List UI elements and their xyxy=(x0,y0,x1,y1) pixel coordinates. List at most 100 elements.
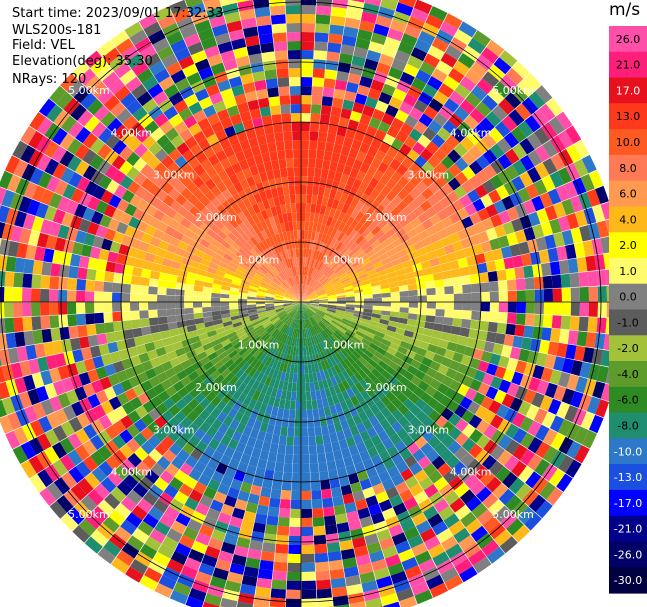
velocity-gate xyxy=(191,217,203,228)
velocity-gate xyxy=(424,535,441,551)
velocity-gate xyxy=(147,434,161,449)
velocity-gate xyxy=(305,309,311,318)
velocity-gate xyxy=(376,327,387,335)
velocity-gate xyxy=(142,334,154,344)
velocity-gate xyxy=(452,240,464,252)
velocity-gate xyxy=(301,580,317,590)
velocity-gate xyxy=(224,273,234,280)
velocity-gate xyxy=(333,504,346,516)
velocity-gate xyxy=(13,427,29,445)
velocity-gate xyxy=(376,62,391,75)
velocity-gate xyxy=(282,260,288,270)
velocity-gate xyxy=(295,284,299,294)
velocity-gate xyxy=(317,186,326,197)
velocity-gate xyxy=(120,379,133,392)
velocity-gate xyxy=(361,365,371,376)
velocity-gate xyxy=(555,184,570,202)
velocity-gate xyxy=(280,282,289,290)
velocity-gate xyxy=(306,276,311,286)
velocity-gate xyxy=(228,218,239,229)
velocity-gate xyxy=(40,275,51,289)
velocity-gate xyxy=(238,310,249,316)
velocity-gate xyxy=(296,373,301,384)
velocity-gate xyxy=(261,441,272,452)
velocity-gate xyxy=(472,348,484,360)
velocity-gate xyxy=(366,165,378,178)
velocity-gate xyxy=(242,82,256,94)
velocity-gate xyxy=(75,160,90,176)
velocity-gate xyxy=(105,455,121,471)
velocity-gate xyxy=(283,303,293,307)
velocity-gate xyxy=(386,190,398,202)
velocity-gate xyxy=(470,525,488,542)
velocity-gate xyxy=(159,120,174,135)
velocity-gate xyxy=(283,304,293,308)
velocity-gate xyxy=(246,436,257,448)
velocity-gate xyxy=(36,154,52,172)
velocity-gate xyxy=(289,409,296,419)
velocity-gate xyxy=(415,520,432,535)
velocity-gate xyxy=(433,371,446,383)
velocity-gate xyxy=(242,425,253,437)
velocity-gate xyxy=(331,333,340,343)
velocity-gate xyxy=(498,488,515,506)
velocity-gate xyxy=(471,283,481,293)
velocity-gate xyxy=(288,318,294,327)
velocity-gate xyxy=(224,358,235,369)
velocity-gate xyxy=(139,310,149,319)
velocity-gate xyxy=(385,266,396,274)
velocity-gate xyxy=(494,366,507,379)
velocity-gate xyxy=(82,165,97,181)
velocity-gate xyxy=(374,129,387,142)
velocity-gate xyxy=(259,402,268,414)
velocity-gate xyxy=(217,483,230,496)
velocity-gate xyxy=(420,391,433,404)
velocity-gate xyxy=(230,283,241,289)
velocity-gate xyxy=(297,302,301,311)
velocity-gate xyxy=(250,62,264,74)
velocity-gate xyxy=(359,378,369,390)
velocity-gate xyxy=(284,316,291,324)
velocity-gate xyxy=(198,96,213,110)
velocity-gate xyxy=(480,47,499,64)
velocity-gate xyxy=(301,355,305,365)
velocity-gate xyxy=(343,358,352,368)
velocity-gate xyxy=(383,261,394,270)
velocity-gate xyxy=(462,423,476,438)
velocity-gate xyxy=(549,415,565,433)
velocity-gate xyxy=(421,374,434,386)
velocity-gate xyxy=(316,588,332,599)
velocity-gate xyxy=(346,8,363,21)
velocity-gate xyxy=(65,200,79,215)
velocity-gate xyxy=(199,238,211,248)
velocity-gate xyxy=(281,270,288,280)
velocity-gate xyxy=(301,149,309,159)
velocity-gate xyxy=(149,324,161,334)
velocity-gate xyxy=(288,267,293,277)
velocity-gate xyxy=(318,293,328,298)
velocity-gate xyxy=(186,324,197,333)
velocity-gate xyxy=(373,351,384,360)
velocity-gate xyxy=(175,308,185,316)
velocity-gate xyxy=(345,304,355,308)
velocity-gate xyxy=(60,513,79,532)
velocity-gate xyxy=(307,276,312,286)
velocity-gate xyxy=(308,292,317,298)
velocity-gate xyxy=(453,293,464,302)
velocity-gate xyxy=(433,148,448,162)
velocity-gate xyxy=(284,294,293,299)
velocity-gate xyxy=(295,319,299,329)
velocity-gate xyxy=(201,302,212,308)
velocity-gate xyxy=(237,211,247,222)
velocity-gate xyxy=(294,176,301,186)
velocity-gate xyxy=(237,0,254,12)
velocity-gate xyxy=(103,281,113,293)
velocity-gate xyxy=(201,36,217,50)
velocity-gate xyxy=(308,336,313,346)
velocity-gate xyxy=(363,334,374,343)
velocity-gate xyxy=(371,368,382,379)
velocity-gate xyxy=(12,445,29,464)
velocity-gate xyxy=(212,161,225,174)
velocity-gate xyxy=(256,411,265,422)
velocity-gate xyxy=(235,422,247,434)
